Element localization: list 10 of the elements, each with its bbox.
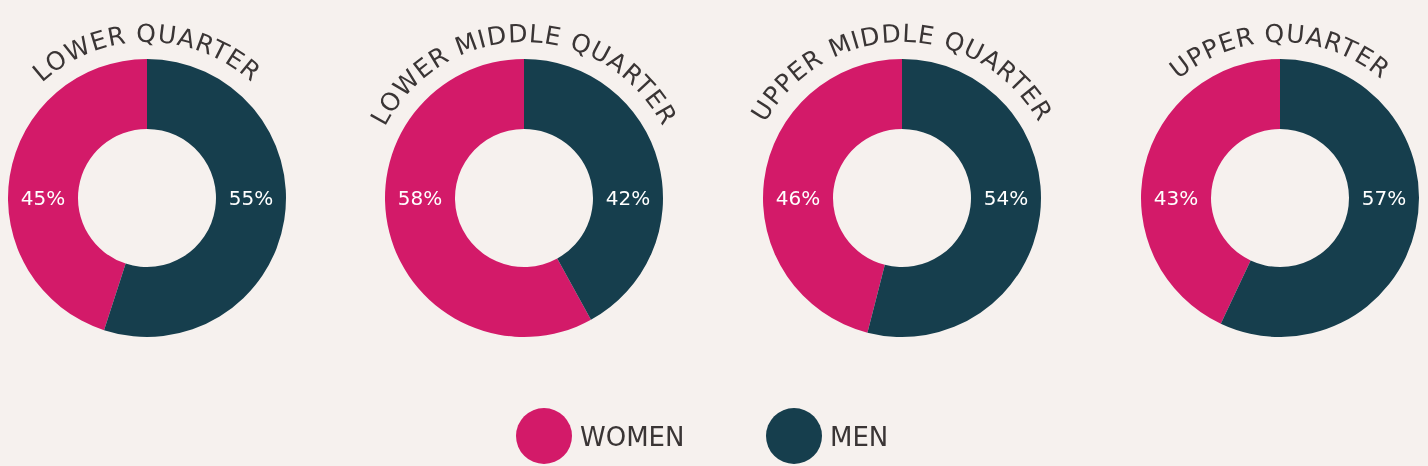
data-label: 54%	[983, 186, 1029, 210]
data-label: 57%	[1361, 186, 1407, 210]
data-label: 46%	[775, 186, 821, 210]
data-label: 42%	[605, 186, 651, 210]
data-label: 58%	[397, 186, 443, 210]
legend-label: MEN	[830, 422, 889, 453]
data-label: 55%	[228, 186, 274, 210]
legend-label: WOMEN	[580, 422, 685, 453]
data-label: 45%	[20, 186, 66, 210]
data-label: 43%	[1153, 186, 1199, 210]
